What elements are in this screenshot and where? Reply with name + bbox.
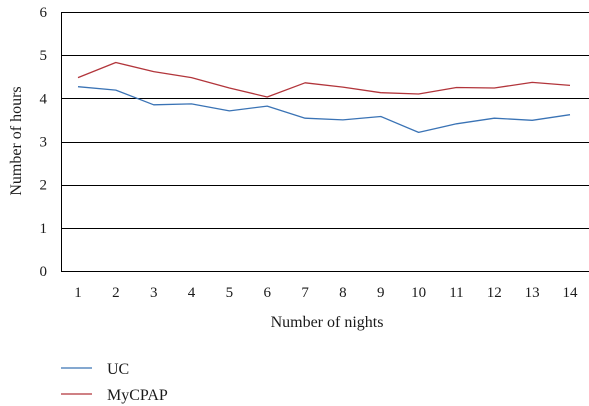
- y-tick-label: 4: [40, 91, 48, 107]
- x-axis-title: Number of nights: [271, 314, 384, 331]
- x-tick-label: 6: [263, 285, 271, 301]
- series-lines: [77, 61, 571, 134]
- x-tick-labels: 1 2 3 4 5 6 7 8 9 10 11 12 13 14: [74, 285, 578, 301]
- x-tick-label: 10: [411, 285, 426, 301]
- x-tick-label: 1: [74, 285, 82, 301]
- x-tick-label: 13: [525, 285, 540, 301]
- x-tick-label: 3: [150, 285, 158, 301]
- x-tick-label: 2: [112, 285, 120, 301]
- gridlines: [61, 12, 589, 272]
- y-tick-labels: 0 1 2 3 4 5 6: [40, 5, 48, 280]
- y-tick-label: 5: [40, 48, 48, 64]
- y-tick-label: 1: [40, 221, 48, 237]
- x-tick-label: 4: [188, 285, 196, 301]
- x-tick-label: 8: [339, 285, 347, 301]
- legend-label-mycpap: MyCPAP: [107, 387, 168, 404]
- y-tick-label: 0: [40, 264, 48, 280]
- y-tick-label: 6: [40, 5, 48, 21]
- y-tick-label: 2: [40, 178, 48, 194]
- x-tick-label: 14: [563, 285, 579, 301]
- legend-label-uc: UC: [107, 361, 129, 378]
- y-axis-title: Number of hours: [8, 86, 25, 195]
- legend: UC MyCPAP: [61, 361, 168, 404]
- series-line-mycpap: [77, 61, 571, 98]
- x-tick-label: 5: [226, 285, 234, 301]
- x-tick-label: 12: [487, 285, 502, 301]
- series-line-uc: [77, 86, 571, 134]
- x-tick-label: 7: [301, 285, 309, 301]
- x-tick-label: 11: [449, 285, 463, 301]
- x-tick-label: 9: [377, 285, 385, 301]
- y-tick-label: 3: [40, 135, 48, 151]
